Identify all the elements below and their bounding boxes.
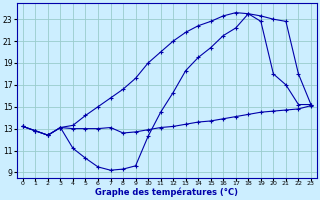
X-axis label: Graphe des températures (°C): Graphe des températures (°C): [95, 188, 238, 197]
